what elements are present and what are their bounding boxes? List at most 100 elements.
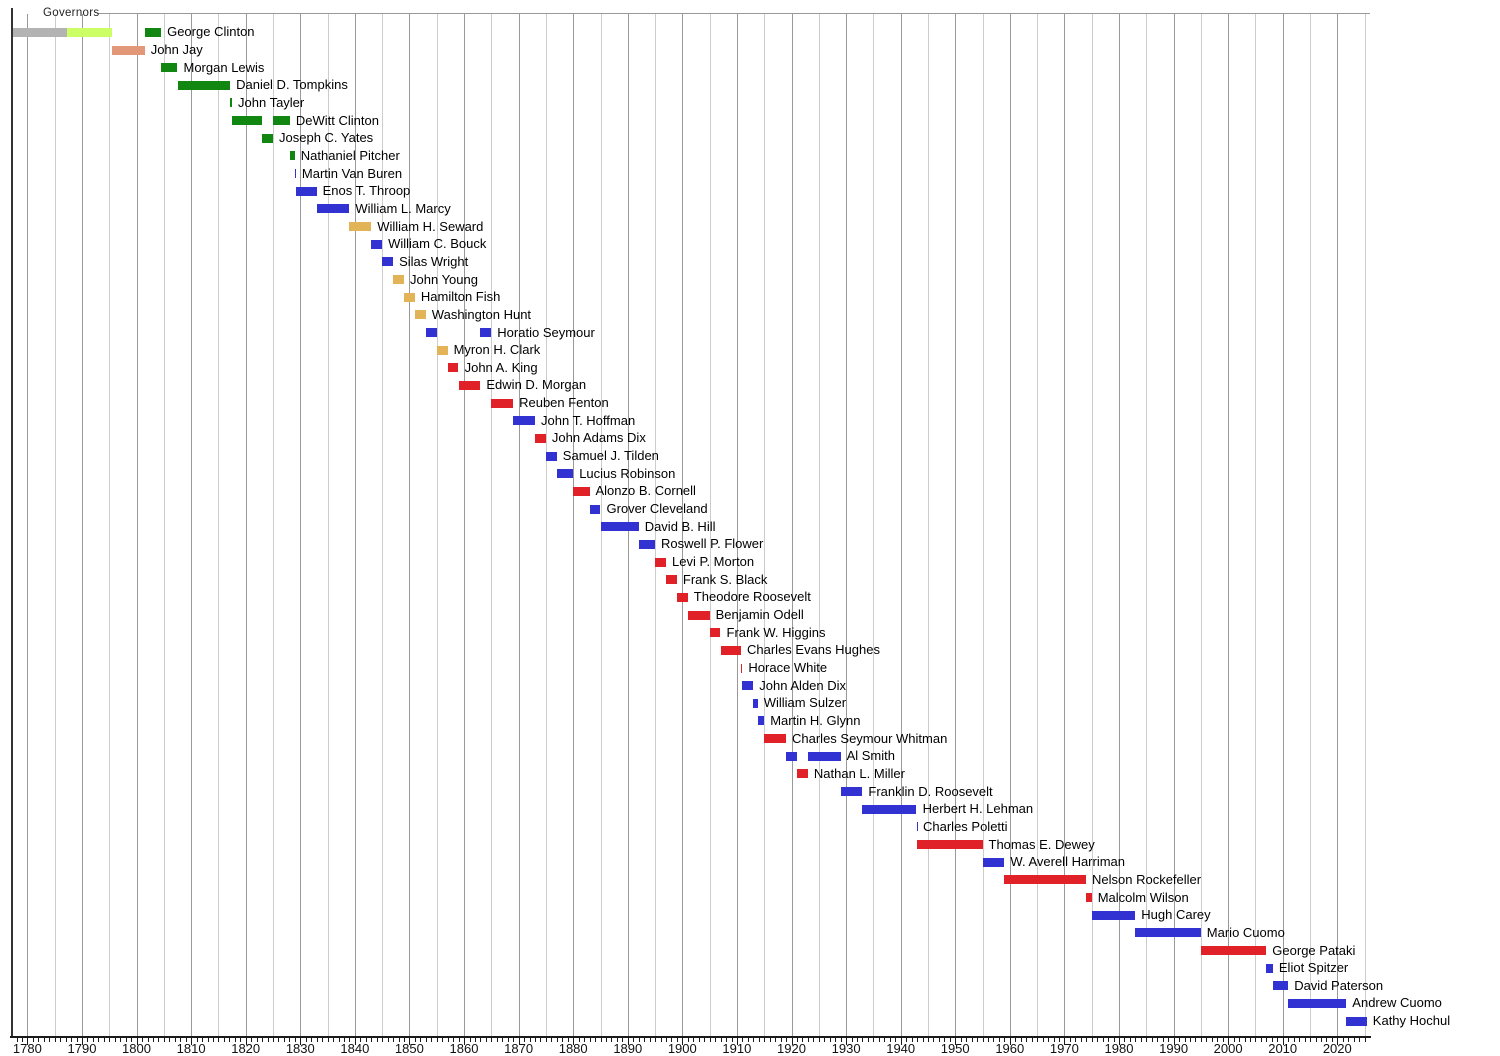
axis-minor-tick — [709, 1038, 711, 1042]
axis-minor-tick — [333, 1038, 334, 1042]
governor-name-label: Eliot Spitzer — [1278, 960, 1349, 976]
decade-gridline — [82, 14, 83, 1036]
axis-minor-tick — [420, 1038, 422, 1042]
axis-major-tick — [1282, 1038, 1284, 1045]
axis-minor-tick — [234, 1038, 236, 1042]
axis-minor-tick — [1217, 1038, 1219, 1042]
axis-minor-tick — [535, 1038, 536, 1042]
governor-term-bar — [535, 433, 546, 443]
axis-minor-tick — [322, 1038, 324, 1042]
axis-minor-tick — [365, 1038, 367, 1042]
axis-minor-tick — [1348, 1038, 1350, 1042]
axis-minor-tick — [747, 1038, 749, 1042]
governor-name-label: Frank W. Higgins — [726, 624, 826, 640]
axis-minor-tick — [382, 1038, 384, 1042]
axis-minor-tick — [1233, 1038, 1235, 1042]
axis-minor-tick — [966, 1038, 968, 1042]
half-decade-gridline — [163, 14, 165, 1036]
governor-name-label: Reuben Fenton — [519, 395, 609, 411]
axis-minor-tick — [152, 1038, 154, 1042]
axis-minor-tick — [262, 1038, 264, 1042]
governor-name-label: John A. King — [464, 359, 538, 375]
governor-term-bar — [480, 328, 492, 337]
axis-year-label: 1960 — [995, 1041, 1025, 1056]
axis-minor-tick — [878, 1038, 880, 1042]
axis-minor-tick — [578, 1038, 580, 1042]
axis-minor-tick — [567, 1038, 569, 1042]
governor-name-label: Daniel D. Tompkins — [236, 77, 348, 93]
axis-minor-tick — [720, 1038, 722, 1042]
axis-year-label: 1950 — [940, 1041, 970, 1056]
axis-minor-tick — [829, 1038, 831, 1042]
axis-major-tick — [791, 1038, 793, 1045]
axis-minor-tick — [867, 1038, 869, 1042]
axis-minor-tick — [474, 1038, 476, 1042]
axis-minor-tick — [1113, 1038, 1115, 1042]
axis-minor-tick — [513, 1038, 515, 1042]
governor-term-bar — [1135, 928, 1201, 938]
governor-term-bar — [786, 751, 797, 761]
axis-minor-tick — [1069, 1038, 1071, 1042]
axis-minor-tick — [600, 1038, 602, 1042]
decade-gridline — [955, 14, 957, 1036]
governor-term-bar — [1086, 893, 1092, 902]
axis-minor-tick — [977, 1038, 979, 1042]
axis-major-tick — [1228, 1038, 1230, 1045]
governor-term-bar — [67, 27, 112, 37]
axis-minor-tick — [371, 1038, 373, 1042]
governor-term-bar — [1266, 963, 1273, 973]
axis-minor-tick — [1189, 1038, 1191, 1042]
governor-term-bar — [1346, 1016, 1367, 1026]
axis-minor-tick — [267, 1038, 269, 1042]
axis-year-label: 1920 — [777, 1041, 806, 1056]
governor-term-bar — [982, 857, 1005, 867]
axis-minor-tick — [1250, 1038, 1251, 1042]
axis-minor-tick — [1342, 1038, 1344, 1042]
decade-gridline — [518, 14, 520, 1036]
axis-minor-tick — [294, 1038, 296, 1042]
governor-name-label: Martin Van Buren — [301, 165, 403, 181]
axis-minor-tick — [605, 1038, 607, 1042]
axis-minor-tick — [38, 1038, 40, 1042]
axis-minor-tick — [158, 1038, 160, 1042]
axis-year-label: 1990 — [1159, 1041, 1189, 1056]
axis-minor-tick — [343, 1038, 345, 1042]
axis-minor-tick — [1053, 1038, 1055, 1042]
axis-minor-tick — [283, 1038, 285, 1042]
axis-minor-tick — [1162, 1038, 1164, 1042]
axis-year-label: 2010 — [1268, 1041, 1298, 1056]
half-decade-gridline — [545, 14, 547, 1036]
governor-term-bar — [573, 486, 590, 496]
axis-minor-tick — [611, 1038, 613, 1042]
axis-minor-tick — [911, 1038, 913, 1042]
axis-minor-tick — [545, 1038, 547, 1042]
axis-minor-tick — [387, 1038, 389, 1042]
axis-minor-tick — [1244, 1038, 1246, 1042]
axis-minor-tick — [491, 1038, 493, 1042]
axis-minor-tick — [278, 1038, 280, 1042]
governor-name-label: Malcolm Wilson — [1097, 889, 1189, 905]
axis-minor-tick — [32, 1038, 34, 1042]
axis-year-label: 1860 — [449, 1041, 479, 1056]
half-decade-gridline — [109, 14, 111, 1036]
axis-minor-tick — [180, 1038, 182, 1042]
axis-minor-tick — [540, 1038, 542, 1042]
governor-name-label: Nathan L. Miller — [813, 765, 905, 781]
axis-minor-tick — [1195, 1038, 1197, 1042]
decade-gridline — [191, 14, 193, 1036]
governor-name-label: Morgan Lewis — [183, 59, 265, 75]
axis-minor-tick — [1168, 1038, 1170, 1042]
governor-term-bar — [295, 186, 317, 196]
governor-name-label: John Tayler — [238, 94, 305, 110]
axis-minor-tick — [1140, 1038, 1142, 1042]
decade-gridline — [1119, 14, 1120, 1036]
axis-minor-tick — [851, 1038, 853, 1042]
axis-minor-tick — [1086, 1038, 1088, 1042]
axis-major-tick — [1119, 1038, 1120, 1045]
governor-name-label: Al Smith — [846, 748, 895, 764]
axis-minor-tick — [562, 1038, 564, 1042]
governor-name-label: Thomas E. Dewey — [988, 836, 1095, 852]
axis-year-label: 1810 — [176, 1041, 206, 1056]
axis-major-tick — [1173, 1038, 1175, 1045]
governor-term-bar — [273, 116, 290, 126]
